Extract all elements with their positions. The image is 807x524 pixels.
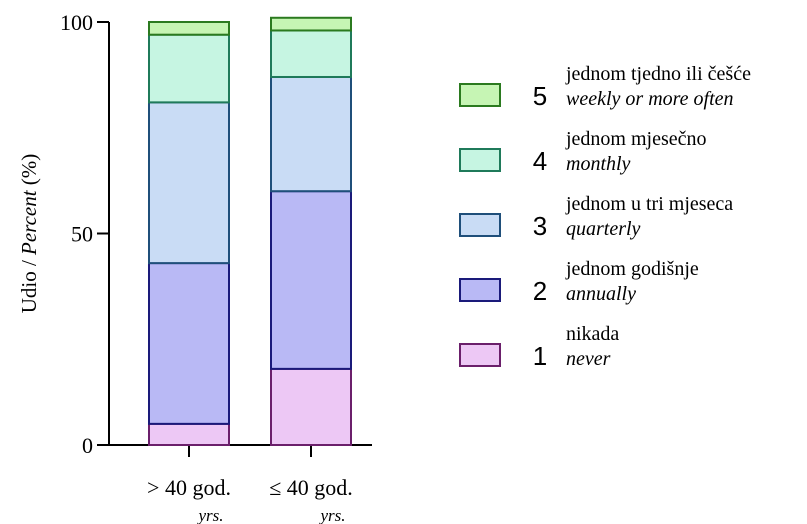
x-category-sublabel: yrs. <box>196 506 223 524</box>
legend-swatch <box>459 213 501 237</box>
bar-segment <box>148 21 230 36</box>
bar-segment <box>148 33 230 104</box>
legend-label-hr: nikada <box>566 323 619 345</box>
legend-label-en: weekly or more often <box>566 88 734 110</box>
bar-segment <box>270 75 352 193</box>
legend-label-en: quarterly <box>566 218 641 240</box>
legend-label-hr: jednom u tri mjeseca <box>565 193 733 215</box>
legend-label-hr: jednom mjesečno <box>565 128 707 150</box>
bar-segment <box>148 262 230 425</box>
legend-number: 3 <box>533 211 547 241</box>
legend-swatch <box>459 278 501 302</box>
legend-number: 4 <box>533 146 547 176</box>
legend-number: 1 <box>533 341 547 371</box>
bar-segment <box>270 190 352 370</box>
bars <box>148 16 352 447</box>
y-tick-label: 50 <box>71 222 93 247</box>
y-tick-label: 100 <box>60 10 93 35</box>
x-category-label: ≤ 40 god. <box>269 475 353 500</box>
legend-number: 2 <box>533 276 547 306</box>
y-tick-label: 0 <box>82 433 93 458</box>
bar-segment <box>148 101 230 265</box>
x-category-sublabel: yrs. <box>318 506 345 524</box>
y-axis-title: Udio / Percent (%) <box>17 154 41 314</box>
legend: 5 jednom tjedno ili češće weekly or more o… <box>459 63 751 371</box>
bar-segment <box>148 422 230 447</box>
bar-segment <box>270 29 352 78</box>
bar-segment <box>270 16 352 32</box>
x-category-label: > 40 god. <box>147 475 231 500</box>
legend-label-hr: jednom tjedno ili češće <box>565 63 751 85</box>
legend-number: 5 <box>533 81 547 111</box>
legend-label-hr: jednom godišnje <box>565 258 699 280</box>
legend-swatch <box>459 83 501 107</box>
axes: 0 50 100 Udio / Percent (%) > 40 god. yrs. ≤ 4… <box>17 10 372 524</box>
legend-swatch <box>459 148 501 172</box>
legend-label-en: annually <box>566 283 636 305</box>
legend-label-en: monthly <box>566 153 631 175</box>
legend-swatch <box>459 343 501 367</box>
legend-label-en: never <box>566 348 611 370</box>
bar-segment <box>270 367 352 446</box>
